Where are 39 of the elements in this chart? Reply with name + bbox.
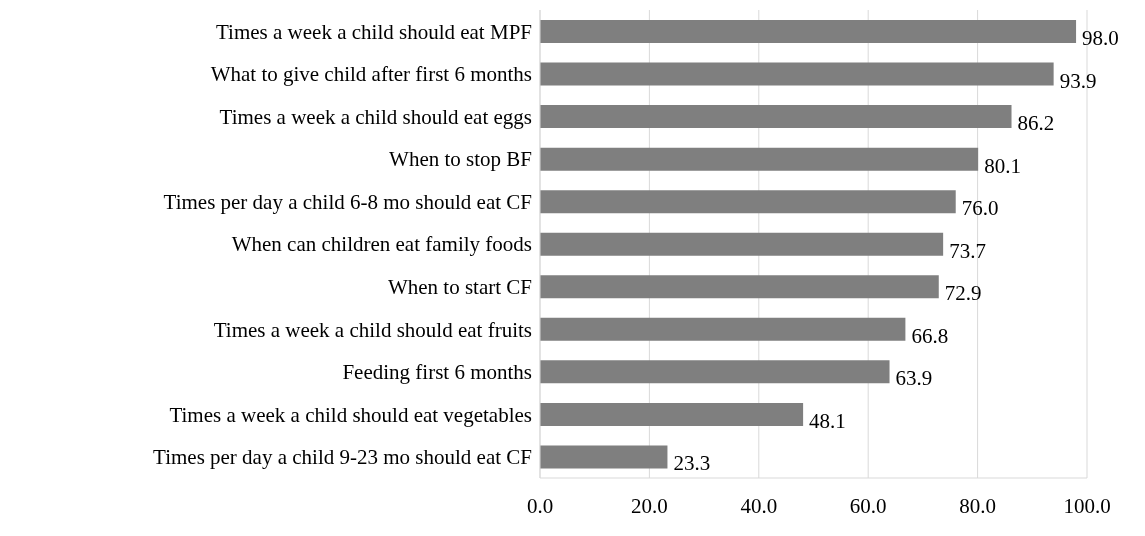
bar <box>540 147 979 171</box>
bar <box>540 317 906 341</box>
x-tick-label: 0.0 <box>526 493 554 518</box>
bar <box>540 190 956 214</box>
x-tick-label: 60.0 <box>849 493 887 518</box>
data-label: 86.2 <box>1017 111 1055 136</box>
data-label: 66.8 <box>911 323 949 348</box>
x-tick-label: 40.0 <box>740 493 778 518</box>
data-label: 72.9 <box>944 281 982 306</box>
x-tick-label: 80.0 <box>959 493 996 518</box>
bar <box>540 402 804 426</box>
bar <box>540 20 1077 43</box>
y-tick-label: Times a week a child should eat vegetables <box>169 402 532 427</box>
data-label: 23.3 <box>673 451 711 476</box>
bar <box>540 360 890 384</box>
data-label: 93.9 <box>1059 68 1097 93</box>
bar <box>540 62 1054 86</box>
x-tick-label: 20.0 <box>631 493 668 518</box>
bar <box>540 445 668 469</box>
y-tick-label: Feeding first 6 months <box>342 360 532 385</box>
bar <box>540 275 939 299</box>
y-tick-label: Times a week a child should eat fruits <box>213 317 532 342</box>
data-label: 76.0 <box>961 196 999 221</box>
y-tick-label: Times per day a child 6-8 mo should eat CF <box>163 189 532 214</box>
data-label: 98.0 <box>1082 25 1119 50</box>
data-label: 80.1 <box>984 153 1021 178</box>
y-tick-label: When to start CF <box>387 275 532 299</box>
x-tick-label: 100.0 <box>1063 493 1111 518</box>
y-tick-label: Times a week a child should eat eggs <box>219 104 532 129</box>
y-tick-label: Times a week a child should eat MPF <box>216 19 532 44</box>
y-tick-label: When can children eat family foods <box>231 232 532 257</box>
y-tick-label: When to stop BF <box>389 147 532 172</box>
bar <box>540 105 1012 129</box>
data-label: 63.9 <box>895 366 933 391</box>
data-label: 73.7 <box>949 238 986 263</box>
y-tick-label: What to give child after first 6 months <box>210 62 532 87</box>
data-label: 48.1 <box>809 408 846 433</box>
y-tick-label: Times per day a child 9-23 mo should eat CF <box>153 445 532 470</box>
bar <box>540 232 944 256</box>
